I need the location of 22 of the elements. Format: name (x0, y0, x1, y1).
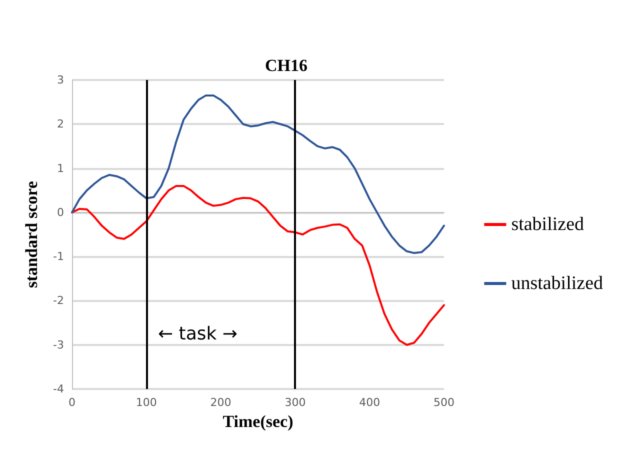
x-tick-label: 0 (68, 396, 76, 409)
x-tick-label: 300 (284, 396, 306, 409)
y-tick-label: -4 (53, 382, 64, 396)
y-axis-title: standard score (22, 180, 41, 288)
y-tick-label: 0 (57, 206, 64, 219)
annotation: ← task → (158, 324, 238, 344)
y-tick-label: -2 (53, 294, 64, 308)
x-tick-label: 500 (434, 396, 454, 409)
y-tick-label: 2 (57, 118, 64, 131)
x-tick-label: 200 (210, 396, 232, 409)
chart-title: CH16 (265, 56, 308, 75)
x-tick-label: 400 (359, 396, 380, 409)
x-axis-title: Time(sec) (222, 412, 294, 431)
line-series (71, 94, 445, 254)
y-tick-label: -3 (53, 338, 64, 352)
x-tick-label: 100 (136, 396, 157, 409)
y-tick-label: -1 (53, 250, 64, 264)
line-series (71, 184, 445, 346)
y-tick-label: 1 (57, 162, 64, 175)
legend-label: stabilized (511, 214, 584, 235)
legend-label: unstabilized (511, 273, 604, 294)
y-tick-label: 3 (57, 74, 64, 86)
